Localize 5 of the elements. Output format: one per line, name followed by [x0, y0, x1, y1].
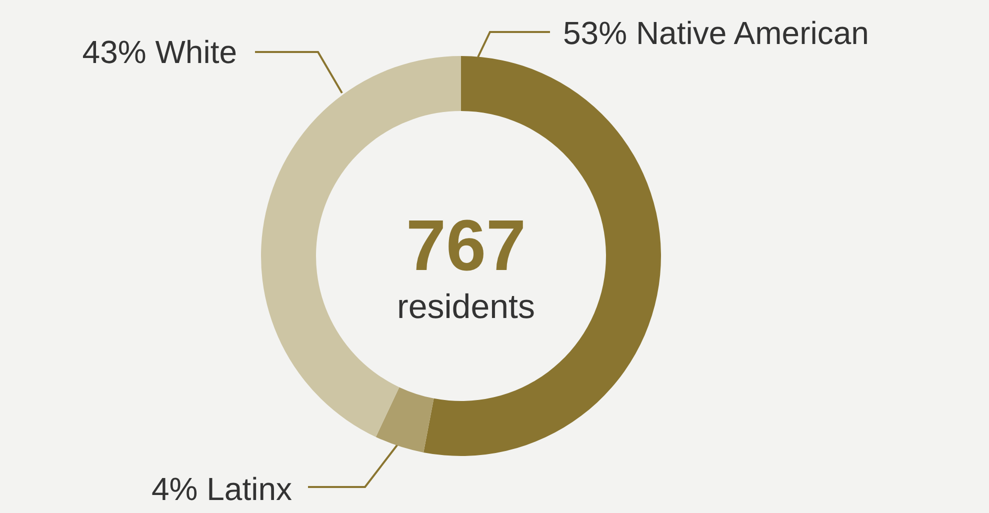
- slice-label: 53% Native American: [563, 15, 869, 51]
- slice-label: 43% White: [82, 34, 237, 70]
- text: 767: [406, 206, 526, 286]
- text: residents: [397, 288, 535, 326]
- slice-label: 4% Latinx: [151, 471, 292, 507]
